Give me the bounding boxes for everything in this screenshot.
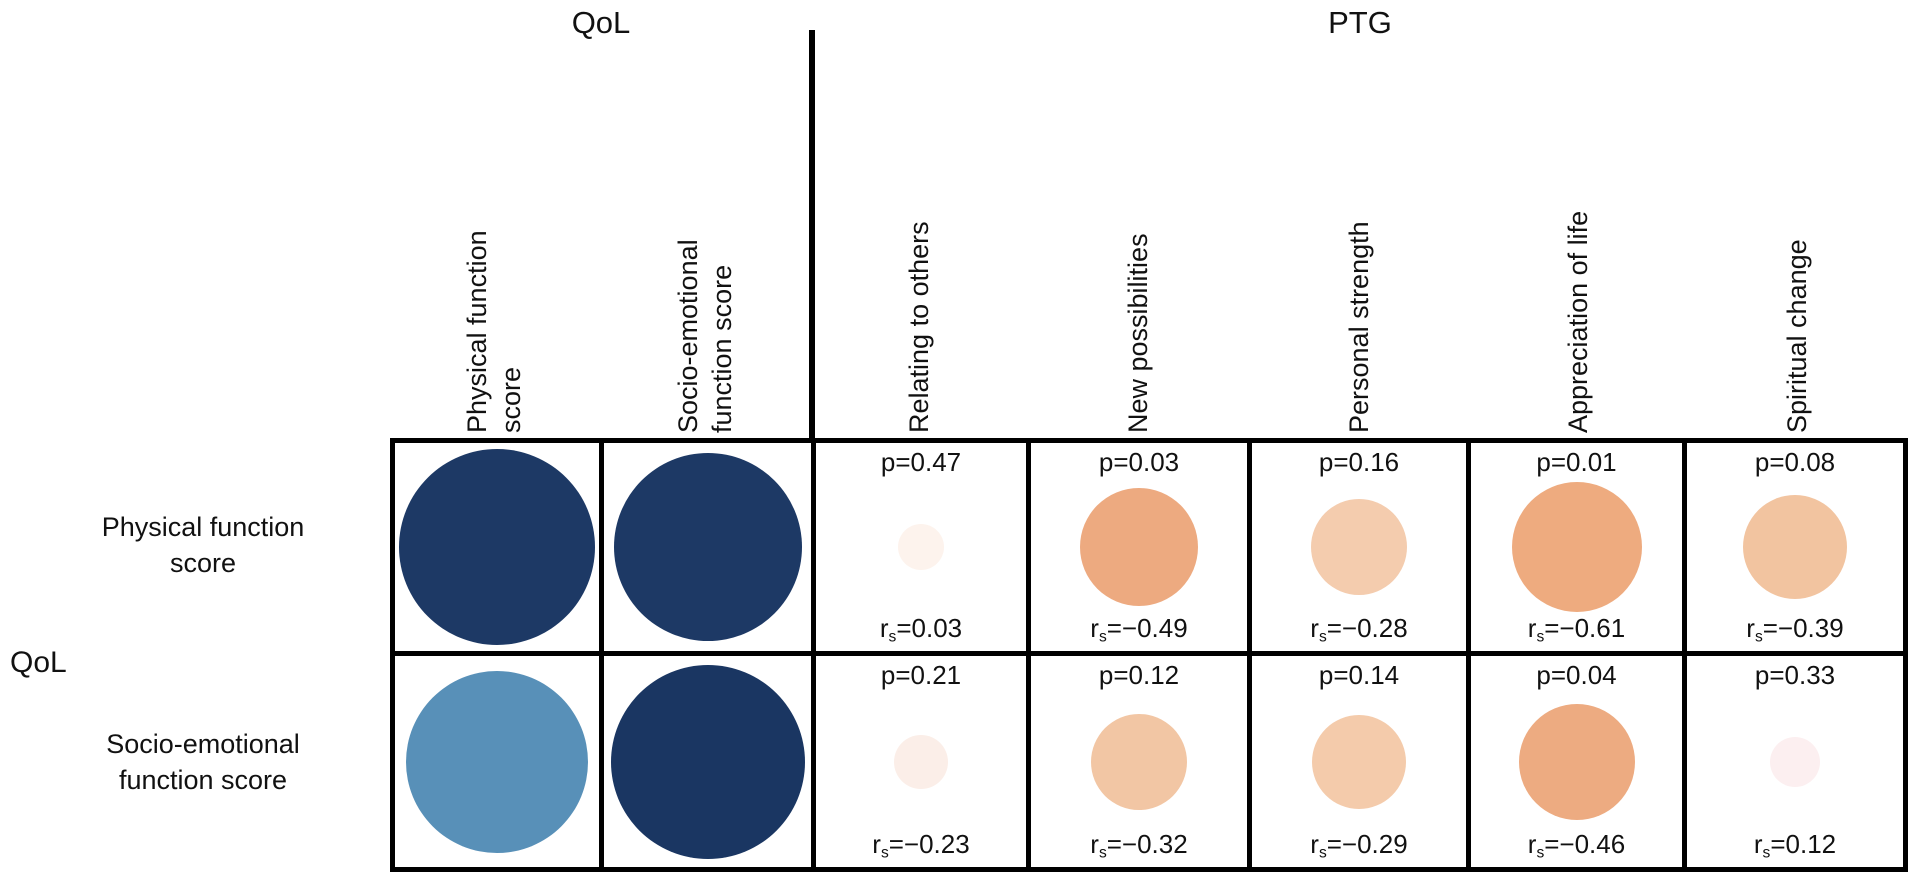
r-subscript: s <box>888 628 897 645</box>
matrix-cell-r1-c1 <box>395 443 599 651</box>
qol-section-header: QoL <box>571 5 631 40</box>
column-header-text: Relating to others <box>904 221 935 433</box>
row-label-2: Socio-emotional function score <box>106 729 300 795</box>
column-header-1: Physical function score <box>390 52 599 433</box>
r-subscript: s <box>1098 844 1107 861</box>
matrix-cell-r2-c2 <box>604 656 811 867</box>
self-correlation-circle <box>406 670 588 853</box>
p-value-label: p=0.12 <box>1098 660 1180 690</box>
correlation-circle <box>1091 713 1187 810</box>
column-header-5: Personal strength <box>1250 52 1470 433</box>
matrix-cell-r1-c6: p=0.01 rs=−0.61 <box>1471 443 1682 651</box>
r-value-label: rs=−0.28 <box>1310 612 1408 645</box>
p-value-label: p=0.21 <box>880 660 962 690</box>
correlation-matrix: p=0.47 rs=0.03 p=0.03 rs=−0.49 p=0.16 rs=−0.2… <box>390 438 1908 872</box>
r-value-label: rs=−0.29 <box>1310 828 1408 861</box>
column-header-4: New possibilities <box>1028 52 1250 433</box>
r-subscript: s <box>1318 628 1327 645</box>
p-value-label: p=0.16 <box>1318 447 1400 477</box>
column-header-text: Spiritual change <box>1781 239 1812 433</box>
column-header-text: Personal strength <box>1344 221 1375 433</box>
r-subscript: s <box>1754 628 1763 645</box>
r-subscript: s <box>880 844 889 861</box>
column-header-text: Physical function score <box>461 230 526 433</box>
r-value-label: rs=−0.46 <box>1527 828 1626 861</box>
correlation-circle <box>1743 495 1847 599</box>
p-value-label: p=0.04 <box>1536 660 1617 690</box>
correlation-circle <box>1770 736 1820 787</box>
matrix-cell-r1-c4: p=0.03 rs=−0.49 <box>1031 443 1247 651</box>
matrix-cell-r2-c7: p=0.33 rs=0.12 <box>1687 656 1903 867</box>
r-value-label: rs=0.03 <box>879 612 963 645</box>
p-value-label: p=0.03 <box>1098 447 1180 477</box>
row-group-label: QoL <box>10 646 67 679</box>
correlation-circle <box>894 734 948 789</box>
matrix-cell-r2-c5: p=0.14 rs=−0.29 <box>1252 656 1466 867</box>
ptg-section-header: PTG <box>1328 5 1392 40</box>
column-header-text: Socio-emotional function score <box>672 239 737 433</box>
correlation-circle <box>898 524 944 570</box>
r-value-label: rs=−0.49 <box>1090 612 1188 645</box>
column-header-2: Socio-emotional function score <box>599 52 812 433</box>
r-value-label: rs=−0.32 <box>1090 828 1188 861</box>
column-header-3: Relating to others <box>812 52 1028 433</box>
r-subscript: s <box>1318 844 1327 861</box>
r-subscript: s <box>1536 628 1545 645</box>
r-value-label: rs=−0.23 <box>872 828 970 861</box>
column-header-7: Spiritual change <box>1687 52 1908 433</box>
r-value-label: rs=0.12 <box>1753 828 1837 861</box>
correlation-circle <box>1311 499 1407 595</box>
matrix-cell-r2-c4: p=0.12 rs=−0.32 <box>1031 656 1247 867</box>
p-value-label: p=0.01 <box>1536 447 1617 477</box>
p-value-label: p=0.14 <box>1318 660 1400 690</box>
matrix-cell-r1-c3: p=0.47 rs=0.03 <box>816 443 1026 651</box>
r-value-label: rs=−0.39 <box>1746 612 1844 645</box>
r-subscript: s <box>1536 844 1545 861</box>
matrix-cell-r2-c1 <box>395 656 599 867</box>
matrix-cell-r1-c7: p=0.08 rs=−0.39 <box>1687 443 1903 651</box>
matrix-cell-r1-c5: p=0.16 rs=−0.28 <box>1252 443 1466 651</box>
r-subscript: s <box>1762 844 1771 861</box>
section-divider-line <box>809 30 815 438</box>
correlation-circle <box>1518 703 1635 820</box>
p-value-label: p=0.33 <box>1754 660 1836 690</box>
self-correlation-circle <box>613 453 802 641</box>
matrix-cell-r2-c3: p=0.21 rs=−0.23 <box>816 656 1026 867</box>
column-header-text: New possibilities <box>1123 233 1154 433</box>
row-label-1: Physical function score <box>101 512 305 578</box>
p-value-label: p=0.08 <box>1754 447 1836 477</box>
correlation-circle <box>1080 488 1198 606</box>
r-subscript: s <box>1098 628 1107 645</box>
r-value-label: rs=−0.61 <box>1527 612 1626 645</box>
column-header-6: Appreciation of life <box>1470 52 1687 433</box>
column-header-text: Appreciation of life <box>1562 210 1593 433</box>
self-correlation-circle <box>399 449 595 645</box>
correlation-circle <box>1511 482 1642 612</box>
self-correlation-circle <box>610 664 805 859</box>
p-value-label: p=0.47 <box>880 447 962 477</box>
matrix-cell-r2-c6: p=0.04 rs=−0.46 <box>1471 656 1682 867</box>
matrix-cell-r1-c2 <box>604 443 811 651</box>
correlation-circle <box>1312 714 1406 809</box>
